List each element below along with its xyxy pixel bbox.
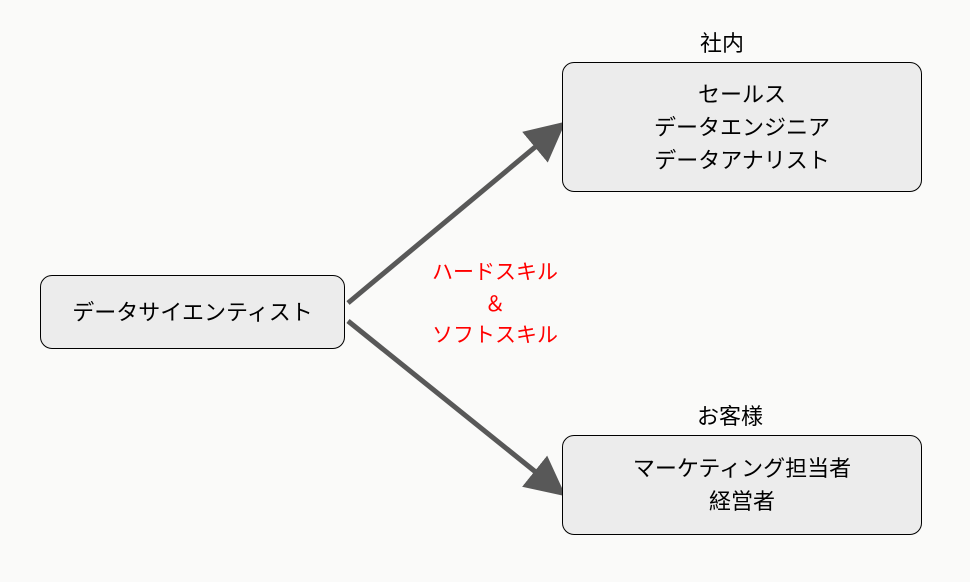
heading-internal: 社内 [700, 26, 744, 58]
node-internal-line1: セールス [698, 78, 786, 111]
heading-customer: お客様 [697, 399, 763, 431]
heading-customer-text: お客様 [697, 404, 763, 429]
skills-label-line3: ソフトスキル [405, 320, 585, 352]
skills-label-line1: ハードスキル [405, 257, 585, 289]
node-data-scientist: データサイエンティスト [40, 275, 345, 349]
node-internal-line3: データアナリスト [654, 144, 830, 177]
node-internal: セールス データエンジニア データアナリスト [562, 62, 922, 192]
node-data-scientist-label: データサイエンティスト [72, 296, 312, 329]
skills-diagram: データサイエンティスト 社内 セールス データエンジニア データアナリスト お客… [0, 0, 970, 582]
skills-label-line2: ＆ [405, 289, 585, 321]
node-customer: マーケティング担当者 経営者 [562, 435, 922, 535]
skills-label: ハードスキル ＆ ソフトスキル [405, 257, 585, 352]
node-customer-line2: 経営者 [709, 485, 775, 518]
node-customer-line1: マーケティング担当者 [633, 452, 851, 485]
heading-internal-text: 社内 [700, 31, 744, 56]
node-internal-line2: データエンジニア [654, 111, 830, 144]
